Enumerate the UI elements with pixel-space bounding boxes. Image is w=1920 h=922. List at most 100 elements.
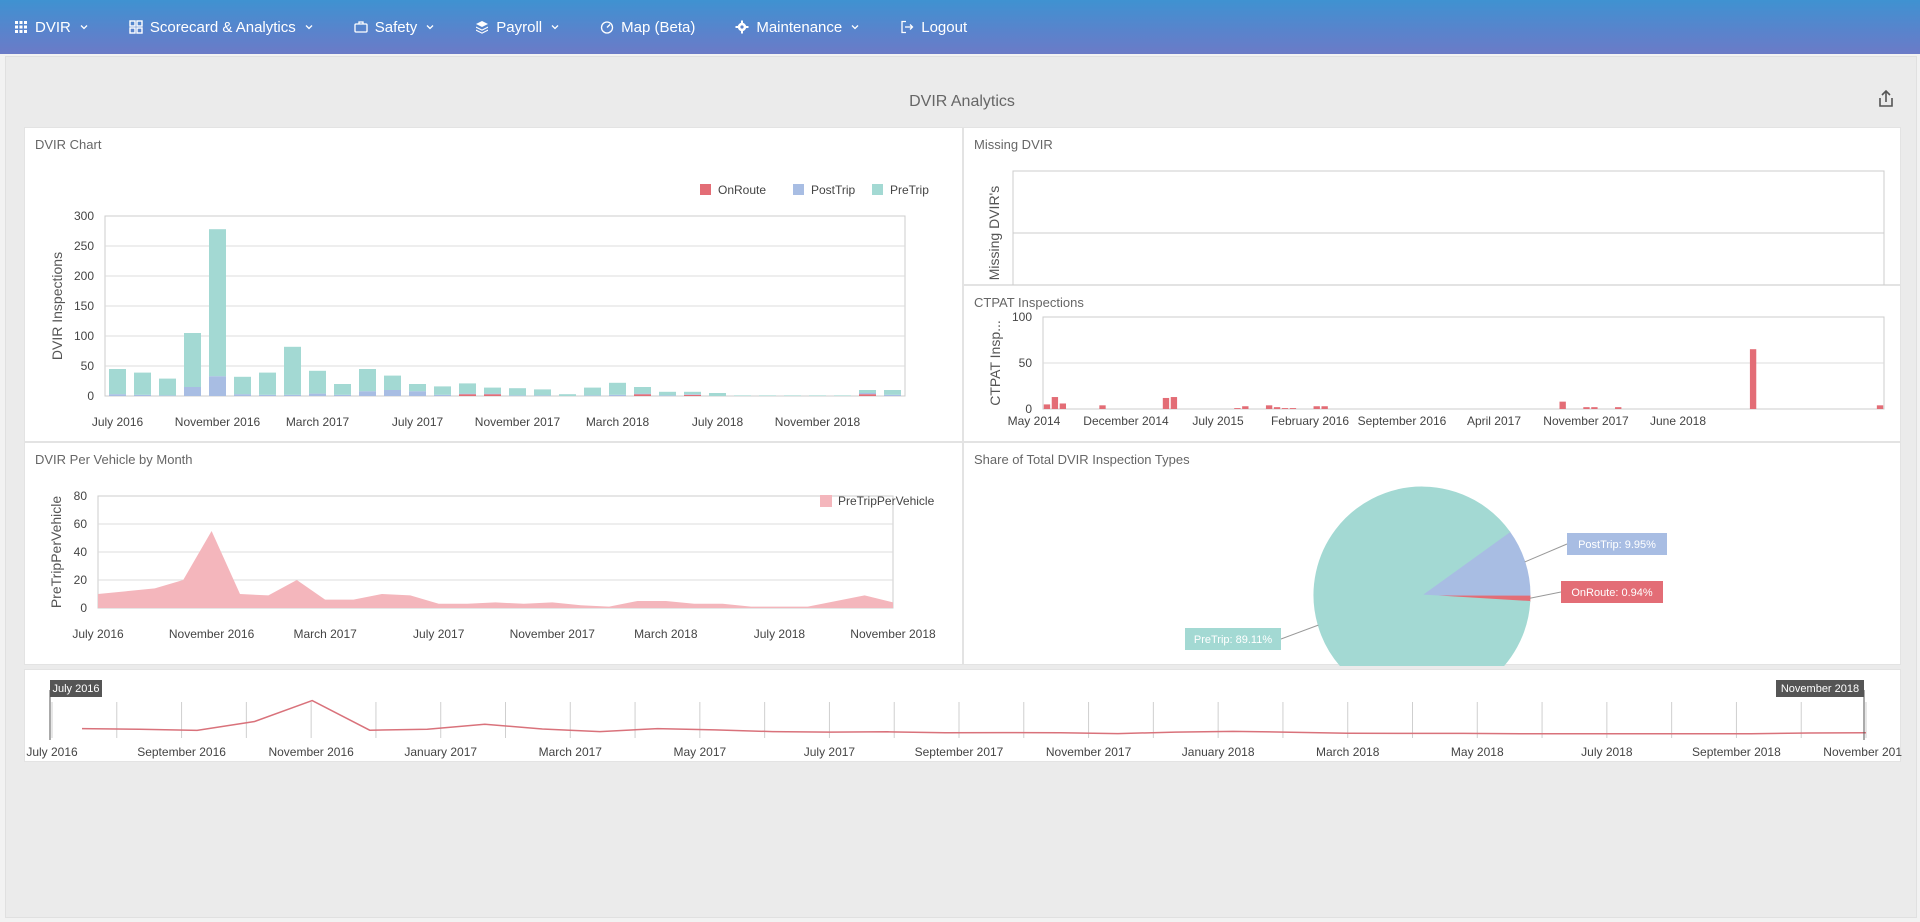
ctpat-x-tick-label: April 2017	[1467, 414, 1521, 428]
dvir-bar-posttrip	[209, 376, 226, 396]
dvir-chart-y-tick-label: 50	[81, 359, 95, 373]
dvir-chart-y-tick-label: 300	[74, 209, 94, 223]
dvir-chart-x-tick-label: March 2018	[586, 415, 650, 429]
pie-leader-line	[1529, 591, 1562, 599]
dvir-chart-x-tick-label: November 2018	[775, 415, 861, 429]
ctpat-x-tick-label: February 2016	[1271, 414, 1349, 428]
dvir-bar-posttrip	[109, 394, 126, 396]
nav-item-label: Scorecard & Analytics	[149, 18, 296, 36]
dvir-bar-onroute	[634, 394, 651, 396]
dvir-bar-pretrip	[409, 384, 426, 392]
per-vehicle-area	[98, 531, 893, 608]
dvir-bar-pretrip	[584, 387, 601, 396]
dvir-bar-pretrip	[434, 386, 451, 395]
dvir-bar-posttrip	[134, 394, 151, 396]
nav-item-maintenance[interactable]: Maintenance	[735, 0, 860, 54]
ctpat-bar	[1170, 397, 1178, 409]
dvir-bar-pretrip	[459, 383, 476, 394]
missing-dvir-chart: Missing DVIR's	[986, 170, 1885, 286]
ctpat-bar	[1313, 406, 1320, 409]
pie-label-box-pretrip	[1185, 628, 1281, 650]
timeline-range-start-label: July 2016	[52, 683, 99, 695]
dvir-bar-pretrip	[184, 333, 201, 387]
per-vehicle-y-tick-label: 0	[80, 601, 87, 615]
dvir-bar-pretrip	[159, 378, 176, 396]
nav-item-label: Map (Beta)	[621, 18, 696, 36]
page-title: DVIR Analytics	[909, 93, 1015, 110]
dvir-bar-pretrip	[884, 390, 901, 395]
dvir-bar-posttrip	[259, 394, 276, 396]
dvir-bar-posttrip	[859, 393, 876, 395]
timeline-x-tick-label: July 2016	[26, 745, 78, 759]
pie-label-onroute: OnRoute: 0.94%	[1571, 587, 1653, 599]
pie-label-box-posttrip	[1567, 533, 1667, 555]
dvir-bar-pretrip	[709, 393, 726, 396]
dvir-bar-pretrip	[634, 387, 651, 394]
dvir-bar-pretrip	[609, 382, 626, 395]
per-vehicle-y-tick-label: 60	[74, 517, 88, 531]
dvir-chart-x-tick-label: July 2016	[92, 415, 144, 429]
dvir-chart-y-tick-label: 150	[74, 299, 94, 313]
chevron-down-icon	[79, 22, 89, 32]
ctpat-bar	[1043, 404, 1051, 409]
dvir-chart-x-tick-label: July 2018	[692, 415, 744, 429]
dvir-bar-pretrip	[234, 376, 251, 395]
per-vehicle-y-tick-label: 20	[74, 573, 88, 587]
dvir-bar-posttrip	[659, 395, 676, 396]
ctpat-bar	[1749, 349, 1757, 409]
ctpat-bar	[1559, 401, 1566, 409]
timeline-x-tick-label: September 2017	[915, 745, 1004, 759]
dvir-chart-x-tick-label: July 2017	[392, 415, 444, 429]
dvir-bar-posttrip	[459, 393, 476, 395]
ctpat-x-tick-label: May 2014	[1008, 414, 1061, 428]
ctpat-x-tick-label: December 2014	[1083, 414, 1169, 428]
dvir-bar-posttrip	[884, 394, 901, 396]
gauge-icon	[600, 20, 614, 34]
dvir-bar-posttrip	[684, 394, 701, 395]
dvir-bar-pretrip	[734, 395, 751, 396]
dvir-bar-pretrip	[284, 346, 301, 395]
ctpat-bar	[1234, 408, 1241, 409]
export-button[interactable]	[1876, 89, 1896, 109]
dvir-bar-pretrip	[334, 384, 351, 395]
ctpat-bar	[1059, 403, 1067, 409]
timeline-range-selector[interactable]: July 2016 September 2016 November 2016 Janu…	[25, 670, 1902, 763]
timeline-x-tick-label: November 2016	[268, 745, 354, 759]
ctpat-title: CTPAT Inspections	[974, 295, 1084, 310]
nav-item-dvir[interactable]: DVIR	[14, 0, 89, 54]
per-vehicle-x-tick-label: July 2017	[413, 627, 465, 641]
ctpat-bar	[1615, 407, 1622, 409]
dashboard-icon	[129, 20, 143, 34]
missing-dvir-y-axis-label: Missing DVIR's	[986, 186, 1002, 280]
dvir-bar-pretrip	[759, 395, 776, 396]
dvir-bar-pretrip	[834, 395, 851, 396]
dvir-bar-posttrip	[159, 395, 176, 396]
dvir-bar-pretrip	[659, 391, 676, 396]
per-vehicle-x-tick-label: March 2018	[634, 627, 698, 641]
dvir-chart-title: DVIR Chart	[35, 137, 102, 152]
dvir-chart-y-tick-label: 100	[74, 329, 94, 343]
nav-item-map-beta[interactable]: Map (Beta)	[600, 0, 695, 54]
dvir-bar-posttrip	[384, 390, 401, 396]
nav-item-logout[interactable]: Logout	[900, 0, 967, 54]
nav-item-safety[interactable]: Safety	[354, 0, 436, 54]
dvir-chart-panel: DVIR Chart 0 50 100 150 200 250 300 DVIR Inspec…	[24, 127, 963, 442]
ctpat-bar	[1876, 405, 1884, 409]
dvir-chart-y-tick-label: 200	[74, 269, 94, 283]
timeline-x-tick-label: July 2018	[1581, 745, 1633, 759]
dvir-bar-pretrip	[359, 369, 376, 392]
ctpat-x-tick-label: July 2015	[1192, 414, 1244, 428]
missing-dvir-panel: Missing DVIR Missing DVIR's	[963, 127, 1901, 286]
per-vehicle-panel: DVIR Per Vehicle by Month 0 20 40 60 80 PreTr…	[24, 442, 963, 665]
nav-item-scorecard-analytics[interactable]: Scorecard & Analytics	[129, 0, 314, 54]
nav-item-payroll[interactable]: Payroll	[475, 0, 560, 54]
dvir-chart-x-tick-label: November 2016	[175, 415, 261, 429]
timeline-x-tick-label: March 2018	[1316, 745, 1380, 759]
dvir-bar-posttrip	[609, 394, 626, 396]
per-vehicle-x-tick-label: November 2017	[510, 627, 596, 641]
share-panel: Share of Total DVIR Inspection Types OnR…	[963, 442, 1901, 666]
pie-leader-line	[1524, 543, 1568, 563]
timeline-panel: July 2016 September 2016 November 2016 Janu…	[24, 669, 1902, 763]
dvir-bar-onroute	[484, 394, 501, 396]
per-vehicle-y-tick-label: 80	[74, 489, 88, 503]
